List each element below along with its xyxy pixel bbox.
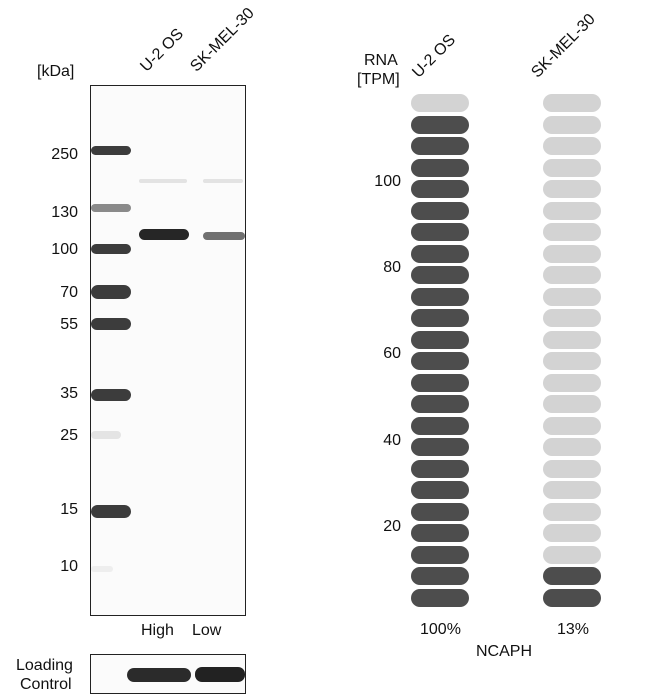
rna-pill bbox=[411, 395, 469, 413]
rna-bar-column-skmel30 bbox=[543, 94, 603, 610]
rna-pill bbox=[543, 115, 601, 134]
rna-pill bbox=[411, 481, 469, 499]
ladder-band bbox=[91, 566, 113, 572]
rna-pill bbox=[411, 94, 469, 112]
rna-pill bbox=[411, 352, 469, 370]
ladder-band bbox=[91, 505, 131, 518]
loading-control-label-line2: Control bbox=[20, 676, 72, 693]
y-tick-40: 40 bbox=[383, 432, 401, 449]
marker-70: 70 bbox=[60, 284, 78, 301]
western-blot-image bbox=[90, 85, 246, 616]
rna-unit: [TPM] bbox=[357, 71, 400, 88]
rna-pill bbox=[543, 244, 601, 263]
rna-pill bbox=[411, 502, 469, 521]
rna-pill bbox=[543, 459, 601, 478]
ladder-band bbox=[91, 389, 131, 401]
rna-pill bbox=[543, 438, 601, 456]
rna-sample-label-skmel30: SK-MEL-30 bbox=[528, 10, 599, 82]
target-band-u2os bbox=[139, 229, 189, 240]
rna-pill bbox=[411, 567, 469, 585]
rna-pill bbox=[543, 567, 601, 585]
ladder-band bbox=[91, 204, 131, 212]
rna-pill bbox=[411, 115, 469, 134]
rna-pill bbox=[543, 395, 601, 413]
rna-pill bbox=[543, 373, 601, 392]
rna-pill bbox=[543, 502, 601, 521]
rna-pill bbox=[543, 545, 601, 564]
rna-pill bbox=[543, 588, 601, 607]
rna-pill bbox=[543, 266, 601, 284]
ladder-band bbox=[91, 244, 131, 254]
rna-title: RNA bbox=[364, 52, 398, 69]
rna-pill bbox=[411, 244, 469, 263]
rna-pill bbox=[543, 201, 601, 220]
y-tick-60: 60 bbox=[383, 345, 401, 362]
marker-55: 55 bbox=[60, 316, 78, 333]
rna-pill bbox=[411, 524, 469, 542]
rna-pill bbox=[411, 373, 469, 392]
rna-pill bbox=[543, 416, 601, 435]
gene-name: NCAPH bbox=[476, 643, 533, 660]
rna-pill bbox=[543, 158, 601, 177]
y-tick-80: 80 bbox=[383, 259, 401, 276]
loading-control-image bbox=[90, 654, 246, 694]
y-tick-20: 20 bbox=[383, 518, 401, 535]
rna-pill bbox=[543, 481, 601, 499]
faint-band bbox=[203, 179, 243, 183]
target-band-skmel30 bbox=[203, 232, 245, 240]
marker-10: 10 bbox=[60, 558, 78, 575]
ladder-band bbox=[91, 285, 131, 299]
rna-pill bbox=[411, 158, 469, 177]
rna-pill bbox=[411, 545, 469, 564]
ladder-band bbox=[91, 431, 121, 439]
marker-35: 35 bbox=[60, 385, 78, 402]
rna-pill bbox=[411, 330, 469, 349]
rna-pill bbox=[411, 180, 469, 198]
rna-pill bbox=[411, 287, 469, 306]
rna-pill bbox=[543, 309, 601, 327]
rna-pill bbox=[543, 180, 601, 198]
rna-pill bbox=[543, 352, 601, 370]
marker-25: 25 bbox=[60, 427, 78, 444]
rna-pill bbox=[411, 416, 469, 435]
ladder-band bbox=[91, 318, 131, 330]
marker-15: 15 bbox=[60, 501, 78, 518]
rna-sample-label-u2os: U-2 OS bbox=[409, 31, 460, 82]
rna-pill bbox=[411, 438, 469, 456]
load-label-high: High bbox=[141, 622, 174, 639]
rna-percent-u2os: 100% bbox=[420, 621, 461, 638]
rna-pill bbox=[543, 330, 601, 349]
rna-pill bbox=[411, 266, 469, 284]
faint-band bbox=[139, 179, 187, 183]
ladder-band bbox=[91, 146, 131, 155]
load-label-low: Low bbox=[192, 622, 222, 639]
rna-pill bbox=[543, 94, 601, 112]
loading-band-u2os bbox=[127, 668, 191, 682]
rna-pill bbox=[543, 137, 601, 155]
rna-pill bbox=[411, 201, 469, 220]
rna-pill bbox=[411, 137, 469, 155]
rna-pill bbox=[411, 309, 469, 327]
marker-130: 130 bbox=[51, 204, 78, 221]
rna-pill bbox=[411, 223, 469, 241]
marker-100: 100 bbox=[51, 241, 78, 258]
marker-250: 250 bbox=[51, 146, 78, 163]
rna-pill bbox=[411, 588, 469, 607]
rna-pill bbox=[543, 287, 601, 306]
kda-label: [kDa] bbox=[37, 63, 75, 80]
loading-band-skmel30 bbox=[195, 667, 245, 682]
rna-pill bbox=[411, 459, 469, 478]
lane-label-u2os: U-2 OS bbox=[137, 25, 188, 76]
loading-control-label-line1: Loading bbox=[16, 657, 73, 674]
lane-label-skmel30: SK-MEL-30 bbox=[187, 4, 258, 76]
y-tick-100: 100 bbox=[374, 173, 401, 190]
rna-pill bbox=[543, 223, 601, 241]
rna-percent-skmel30: 13% bbox=[557, 621, 590, 638]
rna-bar-column-u2os bbox=[411, 94, 471, 610]
rna-pill bbox=[543, 524, 601, 542]
